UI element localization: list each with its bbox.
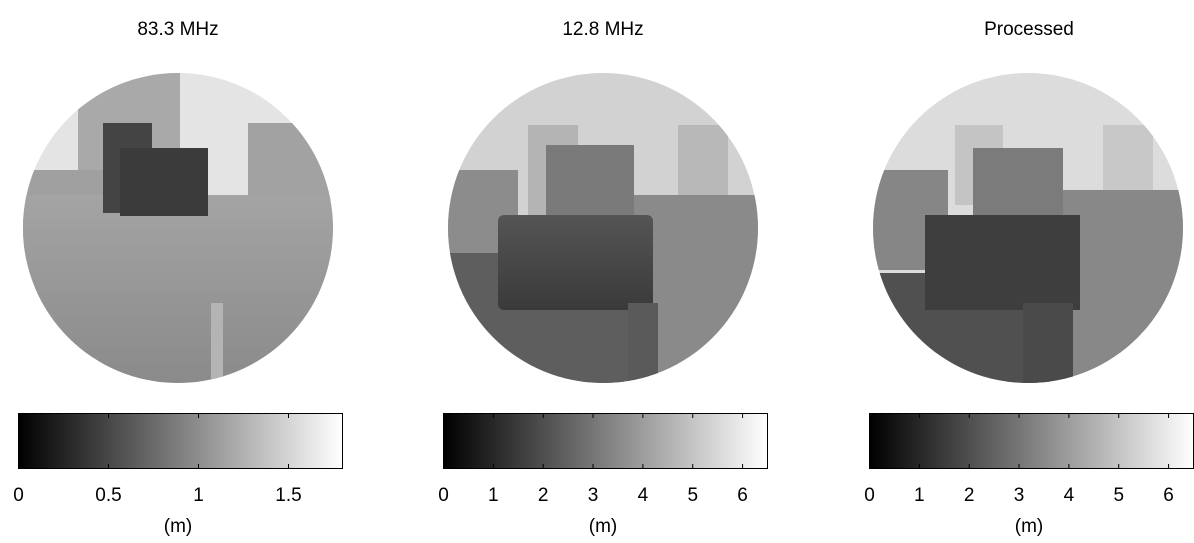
depth-image [448,73,758,385]
colorbar-label: (m) [589,516,617,537]
tick-label: 3 [1014,485,1025,506]
tick-label: 5 [1113,485,1124,506]
figure: 83.3 MHz 0 0.5 1 1.5 (m) 12.8 MHz 0 1 2 3 4 5 6 (m) Pro… [0,0,1194,543]
tick-label: 2 [964,485,975,506]
colorbar [444,414,768,469]
tick-label: 1.5 [275,485,301,506]
tick-label: 6 [1163,485,1174,506]
tick-label: 0 [864,485,875,506]
tick-label: 4 [1064,485,1075,506]
tick-label: 1 [914,485,925,506]
colorbar-label: (m) [164,516,192,537]
tick-label: 5 [687,485,698,506]
tick-label: 1 [193,485,204,506]
depth-image [873,73,1183,385]
tick-label: 3 [588,485,599,506]
tick-label: 4 [638,485,649,506]
tick-label: 0 [13,485,24,506]
tick-label: 1 [488,485,499,506]
tick-label: 0.5 [95,485,121,506]
panel-title: Processed [984,19,1074,40]
panel-title: 12.8 MHz [562,19,643,40]
colorbar [870,414,1194,469]
depth-image [23,73,338,385]
tick-label: 6 [737,485,748,506]
colorbar [19,414,343,469]
tick-label: 2 [538,485,549,506]
tick-label: 0 [438,485,449,506]
panel-title: 83.3 MHz [137,19,218,40]
colorbar-label: (m) [1015,516,1043,537]
